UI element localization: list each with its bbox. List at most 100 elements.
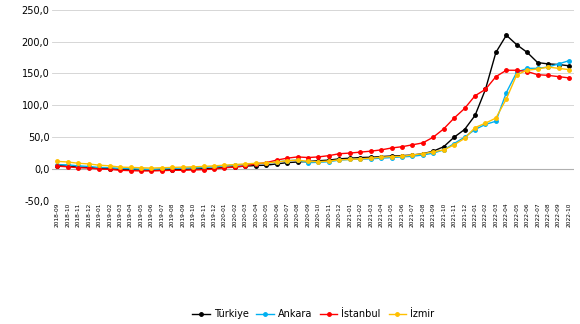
İstanbul bbox=[409, 143, 416, 147]
Line: Ankara: Ankara bbox=[56, 59, 571, 171]
Türkiye bbox=[127, 168, 134, 172]
İstanbul bbox=[503, 68, 510, 72]
Ankara bbox=[75, 164, 82, 168]
İstanbul bbox=[117, 168, 124, 172]
İstanbul bbox=[451, 116, 458, 120]
İzmir bbox=[524, 68, 531, 72]
Türkiye bbox=[566, 64, 572, 68]
Türkiye bbox=[75, 165, 82, 169]
Türkiye bbox=[461, 128, 468, 132]
Ankara bbox=[566, 59, 572, 63]
İzmir bbox=[263, 161, 270, 165]
Ankara bbox=[242, 163, 249, 167]
İstanbul bbox=[482, 87, 489, 91]
Ankara bbox=[169, 167, 176, 170]
Türkiye bbox=[106, 167, 113, 171]
İzmir bbox=[430, 150, 437, 154]
İstanbul bbox=[566, 76, 572, 80]
İstanbul bbox=[85, 166, 92, 170]
Ankara bbox=[231, 163, 238, 167]
Ankara bbox=[85, 165, 92, 168]
İstanbul bbox=[336, 152, 343, 156]
İstanbul bbox=[534, 73, 541, 77]
İzmir bbox=[534, 67, 541, 71]
İstanbul bbox=[284, 156, 291, 160]
İzmir bbox=[419, 152, 426, 156]
Türkiye bbox=[513, 43, 520, 47]
Ankara bbox=[304, 161, 311, 165]
Ankara bbox=[315, 160, 322, 164]
İzmir bbox=[378, 155, 385, 159]
Türkiye bbox=[117, 168, 124, 171]
İstanbul bbox=[211, 167, 218, 171]
İzmir bbox=[315, 160, 322, 164]
İstanbul bbox=[200, 168, 207, 172]
İzmir bbox=[148, 166, 155, 170]
Ankara bbox=[263, 161, 270, 165]
İzmir bbox=[221, 163, 228, 167]
Türkiye bbox=[482, 87, 489, 91]
Ankara bbox=[367, 157, 374, 161]
İstanbul bbox=[398, 145, 405, 149]
İstanbul bbox=[304, 156, 311, 159]
İstanbul bbox=[513, 68, 520, 72]
İstanbul bbox=[461, 107, 468, 110]
Türkiye bbox=[148, 168, 155, 172]
Ankara bbox=[492, 119, 499, 123]
İstanbul bbox=[294, 155, 301, 159]
Türkiye bbox=[398, 154, 405, 157]
Ankara bbox=[336, 158, 343, 162]
İzmir bbox=[566, 68, 572, 72]
Türkiye bbox=[190, 167, 197, 171]
Ankara bbox=[430, 151, 437, 155]
İzmir bbox=[367, 156, 374, 160]
İzmir bbox=[127, 166, 134, 169]
İstanbul bbox=[221, 166, 228, 170]
İstanbul bbox=[315, 155, 322, 159]
İstanbul bbox=[54, 164, 61, 168]
İstanbul bbox=[242, 164, 249, 168]
İzmir bbox=[336, 158, 343, 162]
İstanbul bbox=[357, 150, 364, 154]
İstanbul bbox=[96, 167, 103, 171]
Ankara bbox=[284, 159, 291, 163]
Ankara bbox=[451, 142, 458, 145]
İzmir bbox=[190, 165, 197, 169]
Ankara bbox=[200, 166, 207, 169]
Türkiye bbox=[325, 158, 332, 162]
İstanbul bbox=[148, 169, 155, 173]
İzmir bbox=[555, 66, 562, 70]
Ankara bbox=[294, 158, 301, 162]
Ankara bbox=[409, 154, 416, 158]
Türkiye bbox=[524, 51, 531, 54]
Ankara bbox=[137, 167, 144, 171]
Legend: Türkiye, Ankara, İstanbul, İzmir: Türkiye, Ankara, İstanbul, İzmir bbox=[188, 305, 438, 323]
Ankara bbox=[117, 167, 124, 170]
İstanbul bbox=[158, 169, 165, 173]
İzmir bbox=[200, 165, 207, 168]
Türkiye bbox=[304, 159, 311, 163]
Türkiye bbox=[200, 167, 207, 171]
İzmir bbox=[294, 158, 301, 162]
Türkiye bbox=[472, 113, 478, 117]
İstanbul bbox=[190, 168, 197, 172]
Ankara bbox=[534, 66, 541, 70]
Türkiye bbox=[367, 155, 374, 159]
Türkiye bbox=[315, 159, 322, 163]
İstanbul bbox=[263, 161, 270, 165]
İzmir bbox=[137, 166, 144, 170]
İzmir bbox=[346, 157, 353, 161]
Türkiye bbox=[503, 33, 510, 37]
Türkiye bbox=[294, 160, 301, 164]
Türkiye bbox=[492, 51, 499, 54]
İzmir bbox=[409, 153, 416, 157]
Türkiye bbox=[64, 164, 71, 168]
İstanbul bbox=[137, 169, 144, 173]
Türkiye bbox=[336, 157, 343, 161]
Türkiye bbox=[231, 165, 238, 169]
Ankara bbox=[503, 91, 510, 95]
İzmir bbox=[158, 166, 165, 170]
İstanbul bbox=[378, 148, 385, 152]
Türkiye bbox=[252, 164, 259, 168]
İstanbul bbox=[325, 154, 332, 157]
